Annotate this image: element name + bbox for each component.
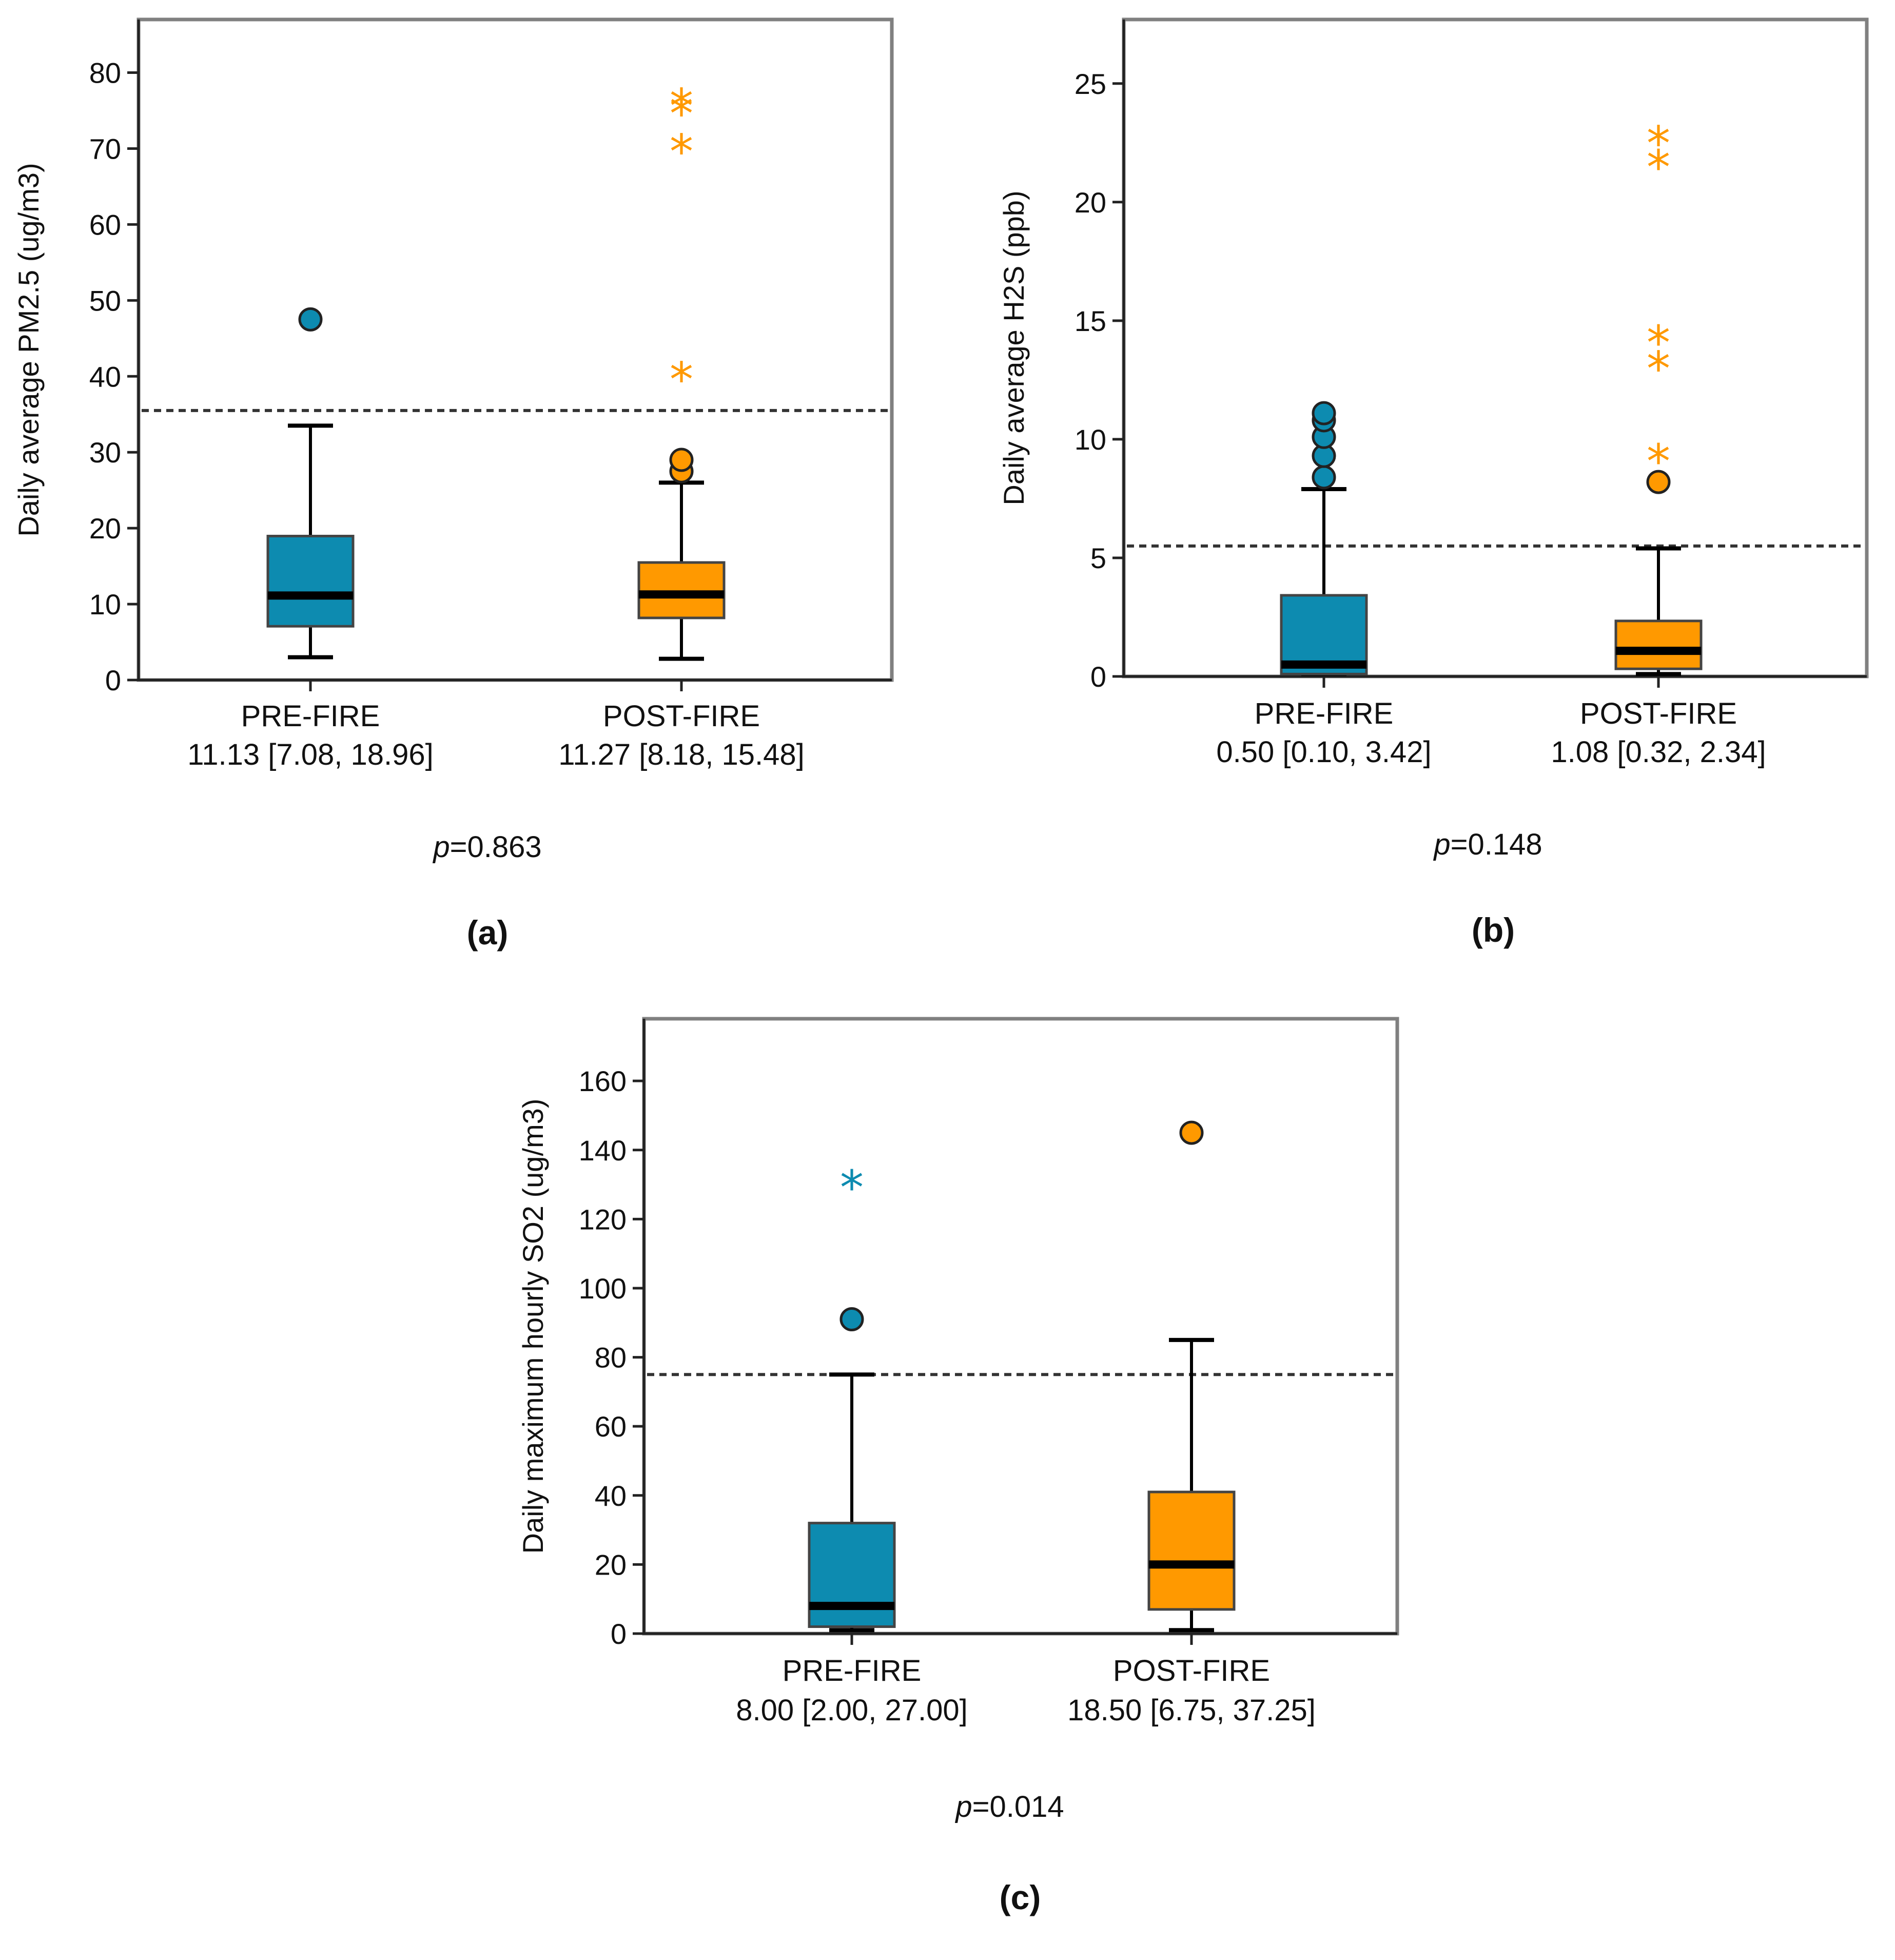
panel-label: (a) xyxy=(467,914,509,952)
post-fire-box xyxy=(637,561,726,619)
y-tick-label: 0 xyxy=(1090,661,1106,693)
panel-c: 0 20 40 60 80 100 120 140 160 Daily maximum hourl… xyxy=(517,1017,1399,1916)
pre-fire-outlier-circle xyxy=(839,1307,864,1332)
post-fire-extreme-outlier-star: * xyxy=(670,124,693,179)
y-tick-label: 10 xyxy=(1075,423,1106,456)
post-fire-extreme-outlier-star: * xyxy=(1647,140,1670,195)
y-tick-label: 80 xyxy=(89,57,121,89)
pre-fire-outlier-circle xyxy=(1312,401,1336,425)
y-tick-label: 60 xyxy=(595,1410,627,1443)
post-fire-box xyxy=(1614,619,1703,670)
y-tick-label: 160 xyxy=(579,1065,627,1097)
y-tick-label: 20 xyxy=(595,1548,627,1581)
post-fire-extreme-outlier-star: * xyxy=(1647,316,1670,371)
post-fire-outlier-circle xyxy=(1179,1120,1204,1145)
y-tick-label: 40 xyxy=(89,360,121,393)
pre-fire-summary-label: 0.50 [0.10, 3.42] xyxy=(1216,735,1431,769)
post-fire-outlier-circle xyxy=(669,448,694,472)
pre-fire-outlier-circle xyxy=(298,307,323,332)
y-tick-label: 70 xyxy=(89,132,121,165)
p-value-text: p=0.014 xyxy=(954,1790,1064,1823)
post-fire-extreme-outlier-star: * xyxy=(670,87,693,142)
panel-b: 0 5 10 15 20 25 Daily average H2S (ppb) PRE-FIR… xyxy=(998,17,1869,949)
p-value: =0.014 xyxy=(972,1790,1064,1823)
p-value: =0.863 xyxy=(450,830,542,864)
pre-fire-box xyxy=(266,535,355,628)
plot-frame xyxy=(1122,17,1869,678)
post-fire-category-label: POST-FIRE xyxy=(1580,697,1737,730)
panel-label: (c) xyxy=(1000,1878,1041,1916)
p-value-text: p=0.863 xyxy=(432,830,541,864)
plot-frame xyxy=(136,17,894,682)
post-fire-summary-label: 11.27 [8.18, 15.48] xyxy=(558,738,804,771)
y-tick-label: 5 xyxy=(1090,542,1106,574)
post-fire-extreme-outlier-star: * xyxy=(1647,117,1670,171)
y-tick-label: 30 xyxy=(89,436,121,469)
post-fire-summary-label: 1.08 [0.32, 2.34] xyxy=(1551,735,1766,769)
panel-label: (b) xyxy=(1472,911,1515,949)
y-tick-label: 0 xyxy=(611,1618,627,1650)
y-tick-label: 15 xyxy=(1075,305,1106,337)
panel-a: 0 10 20 30 40 50 60 70 80 Daily average PM2.5 (ug… xyxy=(12,17,894,952)
p-value: =0.148 xyxy=(1451,828,1542,861)
y-tick-label: 20 xyxy=(1075,186,1106,219)
pre-fire-category-label: PRE-FIRE xyxy=(783,1654,922,1687)
p-symbol: p xyxy=(954,1790,972,1823)
post-fire-category-label: POST-FIRE xyxy=(603,700,760,733)
y-tick-label: 100 xyxy=(579,1272,627,1305)
y-tick-label: 50 xyxy=(89,284,121,317)
post-fire-extreme-outlier-star: * xyxy=(670,352,693,407)
y-tick-label: 20 xyxy=(89,512,121,545)
y-tick-label: 60 xyxy=(89,208,121,241)
pre-fire-category-label: PRE-FIRE xyxy=(241,700,380,733)
y-axis-title: Daily average H2S (ppb) xyxy=(998,190,1030,505)
y-axis-title: Daily average PM2.5 (ug/m3) xyxy=(12,163,45,536)
y-tick-label: 120 xyxy=(579,1203,627,1235)
y-tick-label: 140 xyxy=(579,1134,627,1167)
y-tick-label: 10 xyxy=(89,588,121,620)
y-tick-label: 25 xyxy=(1075,68,1106,100)
post-fire-box xyxy=(1147,1490,1236,1611)
pre-fire-summary-label: 8.00 [2.00, 27.00] xyxy=(736,1694,967,1727)
y-tick-label: 80 xyxy=(595,1342,627,1374)
plot-frame xyxy=(642,1017,1399,1636)
pre-fire-outlier-circle xyxy=(1312,465,1336,490)
pre-fire-summary-label: 11.13 [7.08, 18.96] xyxy=(187,738,433,771)
pre-fire-category-label: PRE-FIRE xyxy=(1255,697,1394,730)
y-tick-label: 40 xyxy=(595,1480,627,1512)
p-symbol: p xyxy=(432,830,450,864)
post-fire-outlier-circle xyxy=(1646,470,1671,494)
post-fire-extreme-outlier-star: * xyxy=(1647,342,1670,397)
post-fire-extreme-outlier-star: * xyxy=(1647,434,1670,489)
p-symbol: p xyxy=(1433,828,1450,861)
y-axis-title: Daily maximum hourly SO2 (ug/m3) xyxy=(517,1099,549,1554)
pre-fire-extreme-outlier-star: * xyxy=(840,1160,864,1215)
post-fire-summary-label: 18.50 [6.75, 37.25] xyxy=(1067,1694,1316,1727)
pre-fire-box xyxy=(808,1522,896,1628)
y-tick-label: 0 xyxy=(105,664,121,696)
post-fire-extreme-outlier-star: * xyxy=(670,79,693,134)
p-value-text: p=0.148 xyxy=(1433,828,1542,861)
post-fire-category-label: POST-FIRE xyxy=(1113,1654,1270,1687)
